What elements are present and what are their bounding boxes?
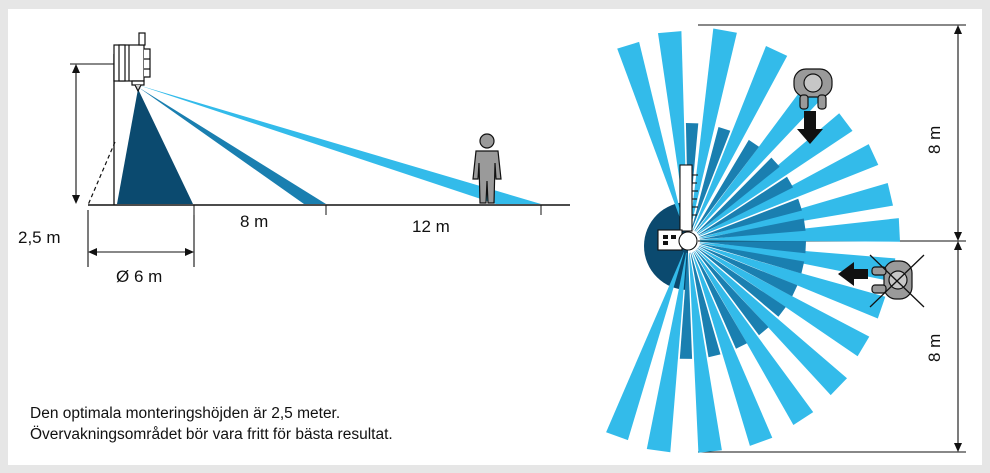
beam-far <box>138 85 541 204</box>
fan-beam-outer <box>691 252 773 446</box>
detection-diagram: 2,5 m Ø 6 m 8 m 12 m <box>18 24 966 453</box>
fan-beam-outer <box>696 249 847 396</box>
fan-beam-inner <box>699 243 805 274</box>
range-upper-label: 8 m <box>925 126 944 154</box>
beam-near <box>117 89 193 204</box>
fan-beam-inner <box>694 139 759 232</box>
range-mid-label: 8 m <box>240 212 268 231</box>
fan-beam-outer <box>617 41 685 230</box>
side-view: 2,5 m Ø 6 m 8 m 12 m <box>18 32 570 286</box>
arrow-left-icon <box>838 262 868 286</box>
fan-beam-inner <box>679 253 693 359</box>
diagram-frame: 2,5 m Ø 6 m 8 m 12 m <box>8 9 982 465</box>
fan-beam-inner <box>700 241 806 254</box>
top-view: 8 m 8 m <box>606 24 966 453</box>
arrow-down-icon <box>797 111 823 144</box>
caption: Den optimala monteringshöjden är 2,5 met… <box>30 403 393 445</box>
fan-beam-outer <box>698 144 879 237</box>
height-dimension <box>72 64 80 204</box>
fan-beam-outer <box>695 76 829 233</box>
beam-mid <box>138 87 326 204</box>
fan-beam-outer <box>699 244 886 319</box>
range-far-label: 12 m <box>412 217 450 236</box>
fan-beam-outer <box>689 252 722 453</box>
person-standing-icon <box>472 133 502 204</box>
diameter-label: Ø 6 m <box>116 267 162 286</box>
fan-beam-inner <box>697 248 786 317</box>
fan-beam-inner <box>696 157 780 234</box>
fan-beam-inner <box>693 251 747 349</box>
range-lower-label: 8 m <box>925 334 944 362</box>
fan-beam-inner <box>695 250 769 336</box>
caption-line-2: Övervakningsområdet bör vara fritt för b… <box>30 426 393 443</box>
fan-beam-outer <box>697 113 853 234</box>
fan-beam-inner <box>690 252 721 358</box>
caption-line-1: Den optimala monteringshöjden är 2,5 met… <box>30 405 341 422</box>
diameter-dimension <box>87 210 195 267</box>
fan-beam-inner <box>699 198 802 238</box>
fan-beam-outer <box>698 247 870 357</box>
fan-beam-inner <box>691 127 731 230</box>
fan-beam-inner <box>698 245 798 297</box>
fan-beam-outer <box>692 46 788 231</box>
crossed-person-icon <box>869 254 925 308</box>
fan-beam-inner <box>698 176 794 236</box>
fan-beam-outer <box>606 252 685 441</box>
fan-beam-outer <box>694 250 814 425</box>
sensor-side-icon <box>113 32 151 93</box>
fan-beam-inner <box>699 218 806 240</box>
person-top-icon <box>793 68 833 110</box>
sensor-top-icon <box>657 164 698 251</box>
fan-beam-outer <box>646 252 687 453</box>
fan-beam-outer <box>689 28 737 230</box>
height-label: 2,5 m <box>18 228 61 247</box>
